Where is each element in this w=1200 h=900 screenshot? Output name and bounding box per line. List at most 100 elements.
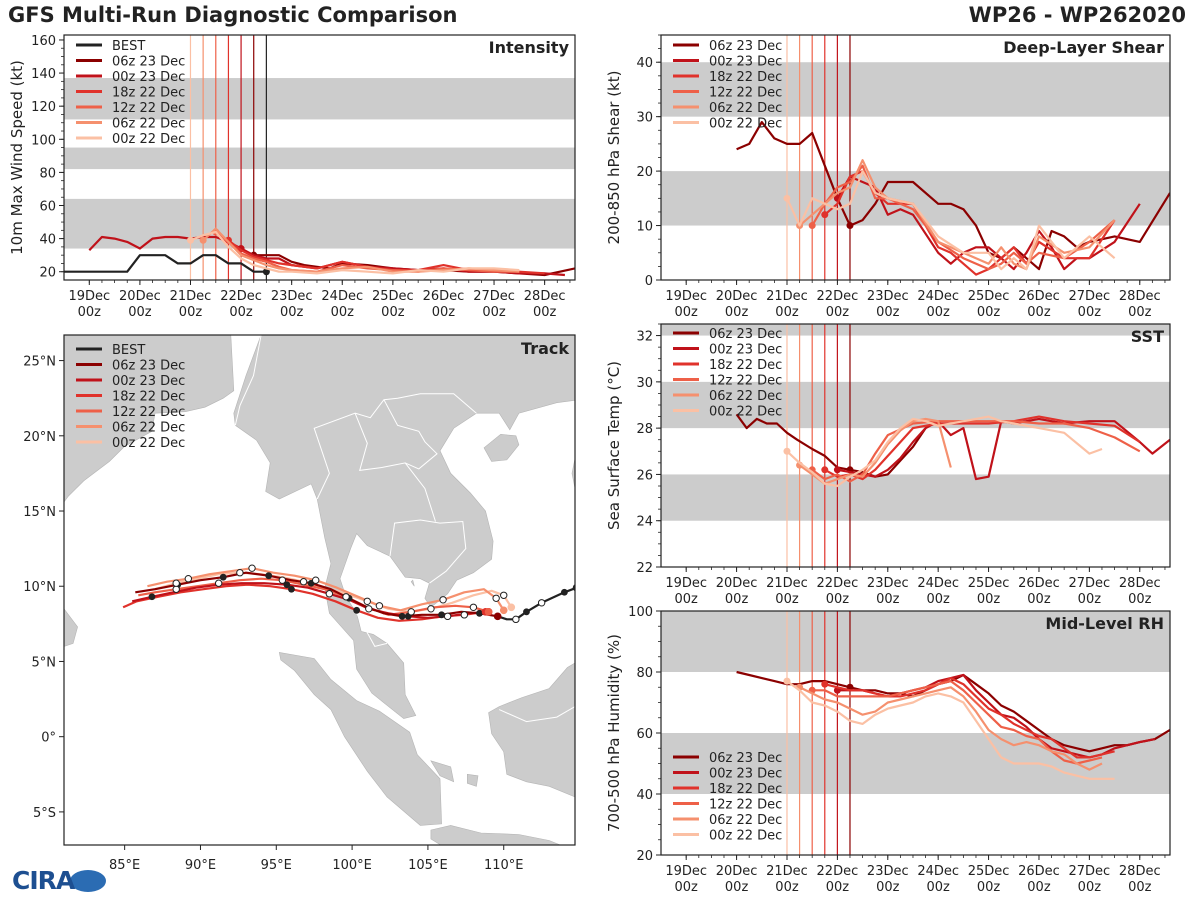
panel-title: Track [521,339,569,358]
track-marker-open [512,615,520,624]
track-marker-open [172,585,180,593]
x-tick-label-sub-8: 00z [1078,305,1102,320]
storm-id: WP26 - WP262020 [968,3,1186,27]
legend-label-1: 00z 23 Dec [709,767,782,782]
track-marker-open [214,579,223,587]
land-mass-10 [410,579,415,587]
x-tick-label-9: 28Dec [524,289,566,304]
legend-label-5: 06z 22 Dec [112,117,185,132]
track-marker-open [248,564,256,572]
y-tick-label-1: 40 [636,788,653,803]
x-tick-label-sub-3: 00z [826,880,850,895]
x-tick-label-sub-1: 00z [725,592,749,607]
x-tick-label-3: 22Dec [817,576,859,591]
series-marker-2-0 [821,680,829,688]
land-mass-1 [64,335,235,503]
legend-label-0: BEST [112,343,145,358]
legend-label-4: 12z 22 Dec [112,101,185,116]
track-marker-open [312,576,320,584]
x-tick-label-sub-5: 00z [926,592,950,607]
track-line-4 [131,582,489,619]
y-axis-label: Sea Surface Temp (°C) [605,361,623,530]
y-tick-label-1: 10 [636,220,653,235]
legend-label-4: 06z 22 Dec [709,389,782,404]
lon-tick-label-2: 95°E [261,858,292,873]
x-tick-label-5: 24Dec [917,864,959,879]
x-tick-label-0: 19Dec [68,289,110,304]
track-marker-filled [353,606,361,614]
x-tick-label-2: 21Dec [766,576,808,591]
series-marker-2-0 [821,466,829,474]
lat-tick-label-5: 20°N [23,430,56,445]
legend-label-4: 12z 22 Dec [112,405,185,420]
x-tick-label-5: 24Dec [917,289,959,304]
x-tick-label-4: 23Dec [867,289,909,304]
x-tick-label-sub-2: 00z [775,305,799,320]
track-start-marker-4 [484,608,493,616]
x-tick-label-6: 25Dec [968,864,1010,879]
track-marker-filled [219,573,227,581]
series-marker-1-0 [833,466,841,474]
land-mass-3 [278,652,442,826]
x-tick-label-sub-7: 00z [1027,880,1051,895]
panel-title: Intensity [489,38,570,57]
x-tick-label-2: 21Dec [766,289,808,304]
x-tick-label-2: 21Dec [766,864,808,879]
lon-tick-label-5: 110°E [484,858,524,873]
x-tick-label-3: 22Dec [220,289,262,304]
series-line-6 [190,230,520,275]
legend-label-2: 00z 23 Dec [112,70,185,85]
x-tick-label-sub-5: 00z [926,305,950,320]
track-line-1 [147,567,505,612]
series-line-0 [736,120,1170,271]
x-tick-label-8: 27Dec [1069,864,1111,879]
y-tick-label-0: 0 [645,274,653,289]
y-tick-label-2: 60 [636,727,653,742]
series-marker-2-0 [821,211,829,219]
track-marker-open [365,605,373,613]
x-tick-label-sub-8: 00z [482,305,506,320]
x-tick-label-6: 25Dec [968,576,1010,591]
legend-label-2: 18z 22 Dec [709,358,782,373]
x-tick-label-8: 27Dec [1069,289,1111,304]
band-1 [64,147,575,170]
track-line-2 [138,577,489,616]
x-tick-label-0: 19Dec [665,576,707,591]
x-tick-label-sub-0: 00z [675,305,699,320]
y-tick-label-1: 24 [636,515,653,530]
x-tick-label-sub-2: 00z [775,880,799,895]
legend-label-5: 00z 22 Dec [709,829,782,844]
track-marker-open [325,590,334,598]
track-start-marker-0 [572,584,575,592]
x-tick-label-5: 24Dec [917,576,959,591]
track-marker-open [278,576,287,584]
legend-label-6: 00z 22 Dec [112,436,185,451]
country-border-4 [383,399,438,470]
x-tick-label-1: 20Dec [119,289,161,304]
y-tick-label-3: 80 [636,666,653,681]
series-line-5 [786,170,1116,271]
lat-tick-label-0: 5°S [33,806,56,821]
country-border-2 [389,519,467,584]
y-tick-label-2: 26 [636,468,653,483]
band-0 [64,198,575,249]
x-tick-label-2: 21Dec [170,289,212,304]
track-marker-open [443,612,452,621]
series-line-1 [837,417,1170,481]
series-marker-5-0 [783,447,791,455]
track-marker-filled [283,581,291,589]
y-tick-label-4: 100 [628,605,653,620]
series-line-0 [735,413,927,478]
legend-label-4: 06z 22 Dec [709,101,782,116]
plot-frame [660,323,1171,568]
legend-label-5: 06z 22 Dec [112,421,185,436]
y-tick-label-5: 120 [31,100,56,115]
track-marker-open [375,602,384,610]
x-tick-label-sub-6: 00z [381,305,405,320]
x-tick-label-7: 26Dec [1018,289,1060,304]
sst-panel: 22242628303219Dec00z20Dec00z21Dec00z22De… [605,323,1171,607]
series-marker-6-0 [186,236,194,244]
legend-label-4: 06z 22 Dec [709,813,782,828]
lat-tick-label-6: 25°N [23,355,56,370]
